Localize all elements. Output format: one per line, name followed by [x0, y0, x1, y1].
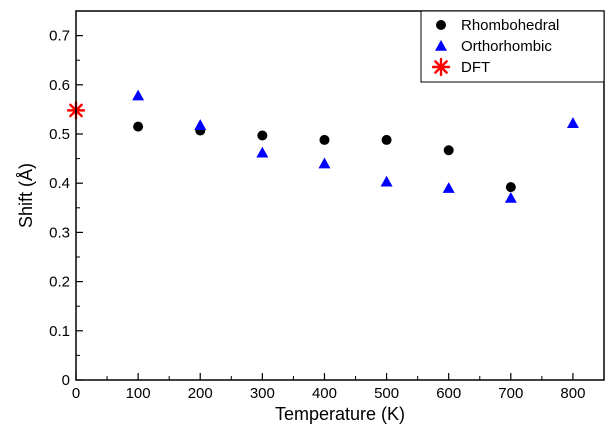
x-axis-title: Temperature (K): [275, 404, 405, 424]
y-tick-label: 0.5: [49, 126, 70, 143]
axis-ticks: 0 100 200 300 400 500 600 700 800 0 0.1 0.2 0.3 0.4 0.…: [49, 10, 585, 402]
legend-dft-marker: [431, 57, 451, 77]
orthorhombic-point: [566, 117, 579, 128]
x-tick-label: 800: [560, 385, 585, 402]
legend-rhombohedral-marker: [436, 20, 446, 30]
rhombohedral-point: [319, 134, 330, 145]
x-tick-label: 400: [312, 385, 337, 402]
x-tick-label: 100: [126, 385, 151, 402]
legend-orthorhombic-marker: [435, 40, 447, 51]
x-tick-label: 0: [72, 385, 80, 402]
y-tick-label: 0.1: [49, 323, 70, 340]
legend: Rhombohedral Orthorhombic DFT: [420, 10, 605, 83]
rhombohedral-point: [133, 121, 144, 132]
x-tick-label: 300: [250, 385, 275, 402]
data-points: [66, 89, 579, 203]
legend-box: [420, 10, 605, 83]
x-tick-label: 600: [436, 385, 461, 402]
x-tick-label: 200: [188, 385, 213, 402]
y-tick-label: 0: [62, 372, 70, 389]
x-tick-label: 500: [374, 385, 399, 402]
orthorhombic-point: [442, 182, 455, 193]
y-tick-label: 0.3: [49, 224, 70, 241]
orthorhombic-point: [132, 89, 145, 101]
rhombohedral-point: [505, 182, 516, 193]
y-tick-label: 0.6: [49, 77, 70, 94]
rhombohedral-point: [257, 130, 268, 141]
legend-dft-label: DFT: [461, 59, 490, 76]
y-axis-title: Shift (Å): [16, 163, 36, 228]
plot-area-frame: [75, 10, 605, 381]
legend-rhombohedral-label: Rhombohedral: [461, 17, 559, 34]
y-tick-label: 0.2: [49, 274, 70, 291]
legend-orthorhombic-label: Orthorhombic: [461, 38, 552, 55]
rhombohedral-point: [381, 134, 392, 145]
orthorhombic-point: [318, 157, 331, 169]
x-tick-label: 700: [498, 385, 523, 402]
y-tick-label: 0.7: [49, 28, 70, 45]
rhombohedral-point: [443, 145, 454, 156]
orthorhombic-point: [256, 146, 269, 158]
orthorhombic-point: [194, 119, 207, 130]
orthorhombic-point: [380, 175, 393, 187]
orthorhombic-point: [504, 191, 517, 203]
y-tick-label: 0.4: [49, 175, 70, 192]
